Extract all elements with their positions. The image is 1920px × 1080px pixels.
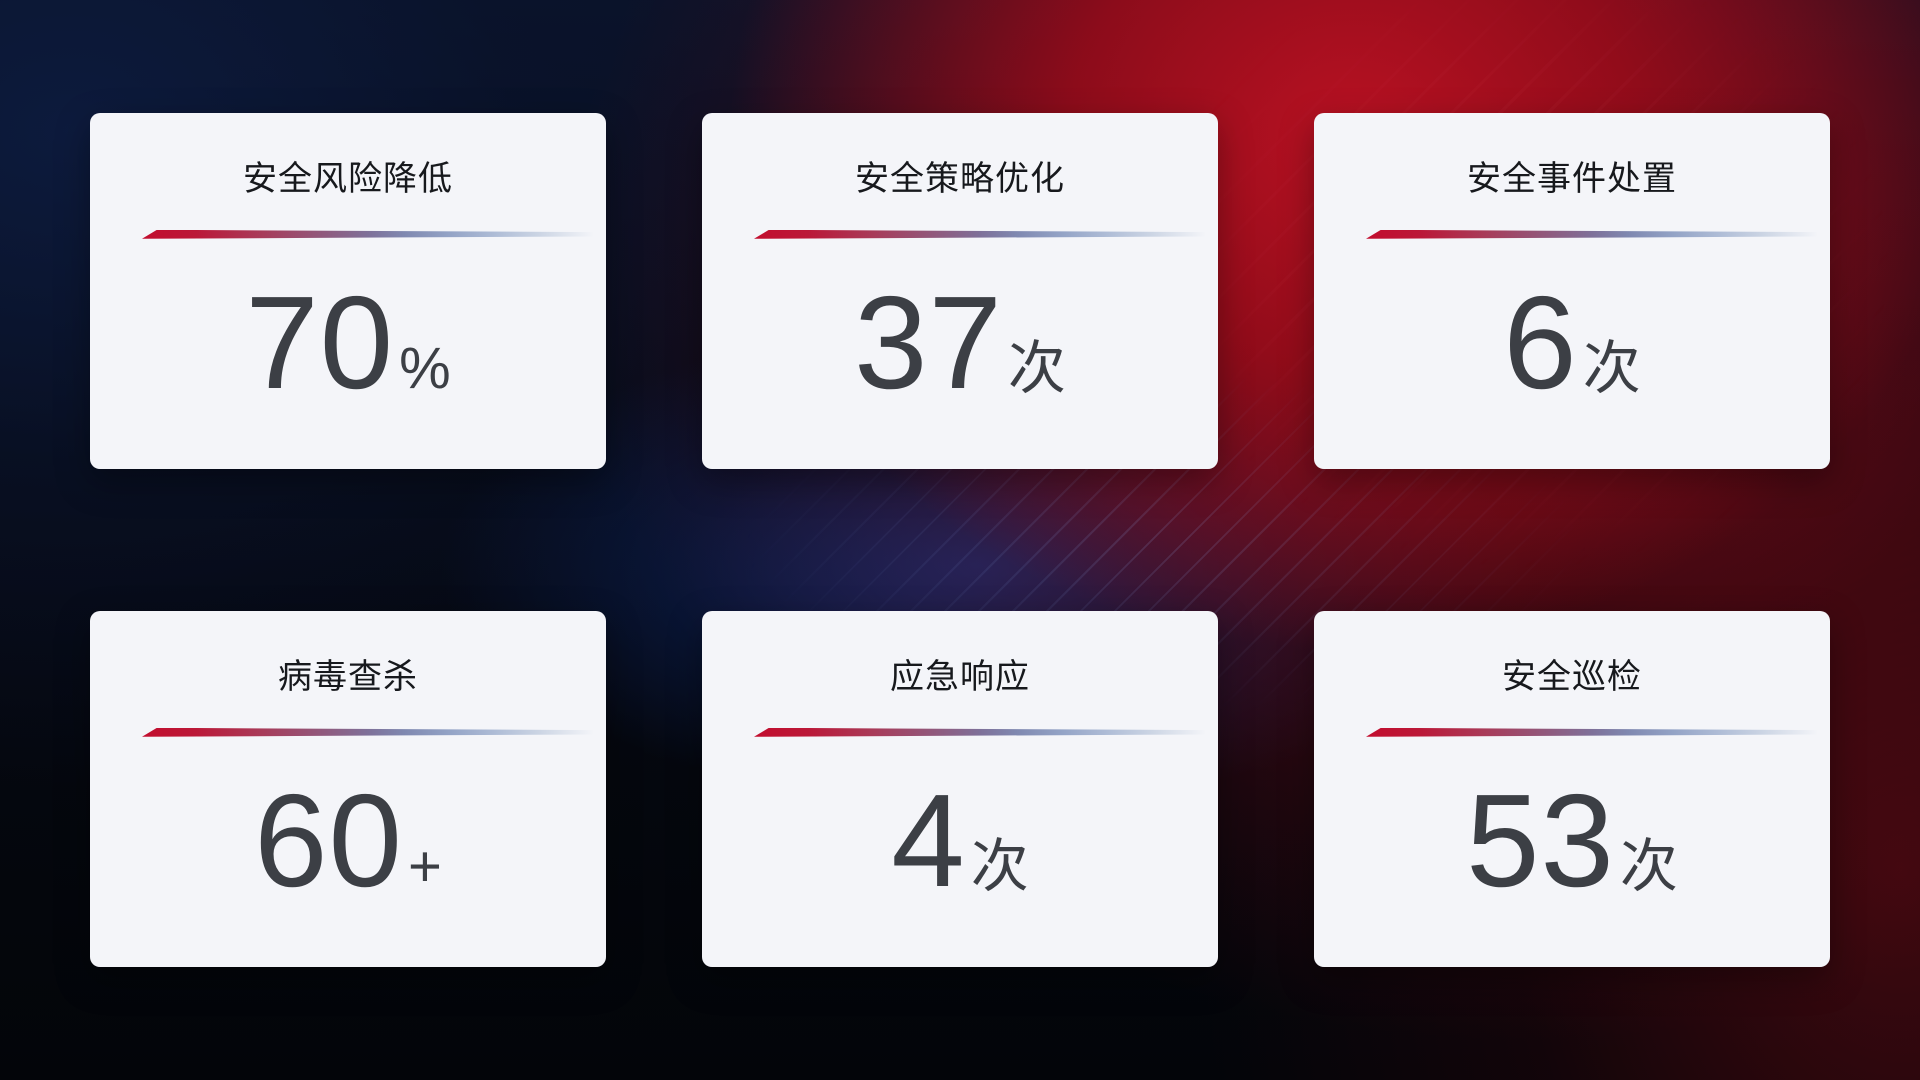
stat-value-row: 6 次 [1503, 268, 1641, 416]
stat-value: 60 [254, 766, 403, 914]
stat-card-emergency-response: 应急响应 4 次 [702, 611, 1218, 967]
stat-card-title: 病毒查杀 [278, 658, 418, 696]
gradient-divider [754, 727, 1206, 737]
gradient-divider [1366, 727, 1818, 737]
stat-value-row: 53 次 [1466, 766, 1678, 914]
stat-unit: 次 [970, 833, 1029, 899]
stat-value-row: 60 + [254, 766, 442, 914]
stat-unit: 次 [1582, 335, 1641, 401]
stat-card-title: 安全风险降低 [243, 160, 453, 198]
stat-value: 53 [1466, 766, 1615, 914]
gradient-divider [1366, 229, 1818, 239]
stat-card-incident-handling: 安全事件处置 6 次 [1314, 113, 1830, 469]
stat-value: 4 [891, 766, 966, 914]
stat-card-grid: 安全风险降低 70 % 安全策略优化 37 次 安全事件处置 6 次 病毒查杀 … [90, 113, 1830, 967]
stat-card-title: 安全策略优化 [855, 160, 1065, 198]
stat-value: 70 [245, 268, 395, 416]
stat-unit: 次 [1619, 833, 1678, 899]
stat-unit: % [399, 335, 451, 401]
stat-card-title: 安全事件处置 [1467, 160, 1677, 198]
stat-card-policy-optimization: 安全策略优化 37 次 [702, 113, 1218, 469]
stat-value: 6 [1503, 268, 1578, 416]
stat-value-row: 37 次 [854, 268, 1066, 416]
stat-card-risk-reduction: 安全风险降低 70 % [90, 113, 606, 469]
stat-card-title: 安全巡检 [1502, 658, 1642, 696]
stat-card-security-inspection: 安全巡检 53 次 [1314, 611, 1830, 967]
gradient-divider [142, 727, 594, 737]
stat-value-row: 70 % [245, 268, 451, 416]
stat-unit: 次 [1007, 335, 1066, 401]
stat-value: 37 [854, 268, 1003, 416]
gradient-divider [142, 229, 594, 239]
stat-value-row: 4 次 [891, 766, 1029, 914]
stat-card-title: 应急响应 [890, 658, 1030, 696]
gradient-divider [754, 229, 1206, 239]
stat-unit: + [407, 833, 442, 899]
stat-card-virus-scan: 病毒查杀 60 + [90, 611, 606, 967]
